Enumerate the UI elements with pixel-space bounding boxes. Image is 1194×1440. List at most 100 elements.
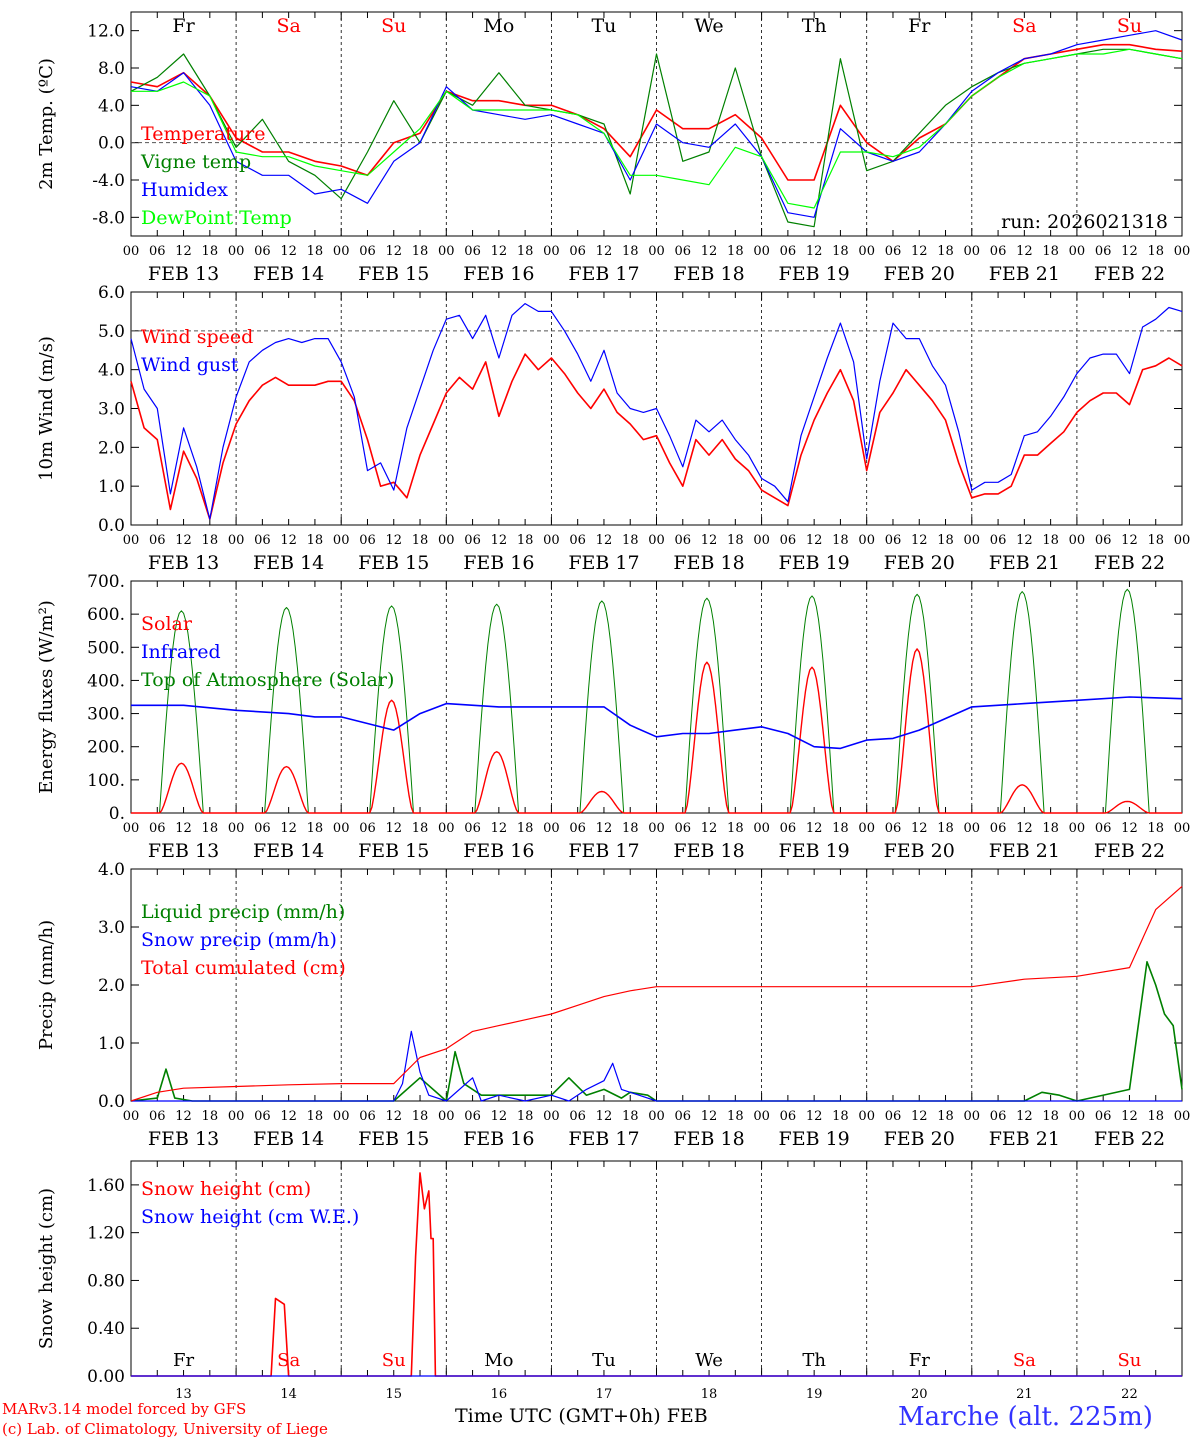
day-number-label: 17 [596, 1387, 613, 1402]
x-hour-label: 18 [937, 244, 954, 259]
day-of-week-label: We [694, 15, 723, 37]
x-hour-label: 00 [543, 821, 560, 836]
series-line-humidex [130, 30, 1183, 218]
run-annotation: run: 2026021318 [1001, 211, 1168, 233]
x-hour-label: 12 [385, 821, 402, 836]
x-date-label: FEB 19 [779, 552, 850, 574]
x-date-label: FEB 18 [673, 1128, 744, 1150]
toa-solar-line [236, 607, 342, 814]
x-hour-label: 12 [280, 244, 297, 259]
x-hour-label: 00 [123, 821, 140, 836]
x-hour-label: 18 [202, 244, 219, 259]
x-hour-label: 18 [517, 244, 534, 259]
day-of-week-label: Su [1117, 1350, 1141, 1371]
x-date-label: FEB 17 [568, 1128, 639, 1150]
x-hour-label: 00 [543, 1109, 560, 1124]
toa-solar-line [1076, 588, 1182, 814]
x-date-label: FEB 18 [673, 840, 744, 862]
x-hour-label: 12 [911, 1109, 928, 1124]
x-hour-label: 18 [1147, 533, 1164, 548]
x-hour-label: 18 [727, 533, 744, 548]
x-hour-label: 06 [254, 533, 271, 548]
x-hour-label: 00 [858, 1109, 875, 1124]
x-date-label: FEB 21 [989, 552, 1060, 574]
x-hour-label: 00 [753, 1109, 770, 1124]
day-of-week-label: Su [1117, 15, 1142, 37]
y-tick-label: 600. [87, 605, 125, 625]
x-date-label: FEB 15 [358, 1128, 429, 1150]
x-hour-label: 06 [780, 533, 797, 548]
x-date-label: FEB 19 [779, 263, 850, 285]
x-hour-label: 18 [307, 821, 324, 836]
y-axis-label: 10m Wind (m/s) [36, 336, 57, 481]
y-tick-label: 2.0 [98, 438, 125, 458]
x-hour-label: 18 [937, 533, 954, 548]
x-hour-label: 00 [438, 1109, 455, 1124]
x-hour-label: 06 [780, 1109, 797, 1124]
x-hour-label: 18 [832, 821, 849, 836]
y-tick-label: 0.40 [87, 1319, 125, 1339]
day-number-label: 20 [911, 1387, 928, 1402]
x-hour-label: 18 [622, 821, 639, 836]
x-hour-label: 18 [412, 821, 429, 836]
x-hour-label: 06 [990, 244, 1007, 259]
solar-line [446, 751, 552, 814]
x-hour-label: 12 [701, 1109, 718, 1124]
x-hour-label: 00 [333, 244, 350, 259]
legend-wind-gust: Wind gust [141, 354, 239, 376]
y-tick-label: 4.0 [98, 361, 125, 381]
x-hour-label: 00 [858, 533, 875, 548]
x-date-label: FEB 22 [1094, 840, 1165, 862]
x-hour-label: 18 [202, 533, 219, 548]
solar-line [341, 699, 447, 814]
y-tick-label: -4.0 [92, 171, 125, 191]
panel-1: -8.0 -4.0 0.0 4.0 8.0 12.0 2m Temp. (ºC) 00 06 12… [36, 11, 1190, 285]
x-hour-label: 18 [622, 244, 639, 259]
infrared-line [131, 696, 1183, 750]
toa-solar-line [446, 603, 552, 814]
x-hour-label: 06 [990, 1109, 1007, 1124]
x-hour-label: 18 [307, 533, 324, 548]
series-line-vigne-temp [130, 48, 1183, 228]
x-hour-label: 12 [1016, 1109, 1033, 1124]
x-hour-label: 12 [596, 821, 613, 836]
x-hour-label: 18 [937, 1109, 954, 1124]
x-hour-label: 06 [885, 533, 902, 548]
day-number-label: 19 [806, 1387, 823, 1402]
x-hour-label: 00 [438, 533, 455, 548]
x-hour-label: 00 [964, 1109, 981, 1124]
x-hour-label: 18 [307, 244, 324, 259]
y-tick-label: 8.0 [98, 59, 125, 79]
x-hour-label: 06 [254, 1109, 271, 1124]
y-tick-label: 100. [87, 771, 125, 791]
x-date-label: FEB 13 [148, 263, 219, 285]
y-tick-label: 0. [109, 804, 125, 824]
x-hour-label: 00 [858, 244, 875, 259]
y-axis-label: Snow height (cm) [36, 1188, 57, 1349]
y-tick-label: 1.0 [98, 1034, 125, 1054]
x-date-label: FEB 13 [148, 840, 219, 862]
x-hour-label: 06 [464, 533, 481, 548]
x-hour-label: 12 [911, 821, 928, 836]
x-hour-label: 18 [1042, 821, 1059, 836]
x-hour-label: 18 [202, 821, 219, 836]
y-axis-label: 2m Temp. (ºC) [36, 58, 57, 190]
series-line-total-cumulated-cm [130, 885, 1183, 1102]
day-number-label: 18 [701, 1387, 718, 1402]
panel-2: 0.0 1.0 2.0 3.0 4.0 5.0 6.0 10m Wind (m/s) 00 06 1… [36, 283, 1190, 574]
x-hour-label: 12 [385, 533, 402, 548]
solar-line [866, 648, 972, 814]
solar-line [761, 666, 867, 814]
legend-dewpoint-temp: DewPoint Temp [141, 207, 292, 229]
station-name: Marche (alt. 225m) [898, 1402, 1153, 1432]
x-hour-label: 00 [648, 244, 665, 259]
x-hour-label: 06 [885, 1109, 902, 1124]
day-of-week-label: Fr [908, 15, 931, 37]
toa-solar-line [971, 591, 1077, 814]
day-of-week-label: Mo [484, 1350, 513, 1371]
x-hour-label: 12 [1016, 533, 1033, 548]
x-hour-label: 06 [1095, 821, 1112, 836]
x-hour-label: 06 [1095, 244, 1112, 259]
x-hour-label: 18 [307, 1109, 324, 1124]
solar-line [551, 790, 657, 814]
